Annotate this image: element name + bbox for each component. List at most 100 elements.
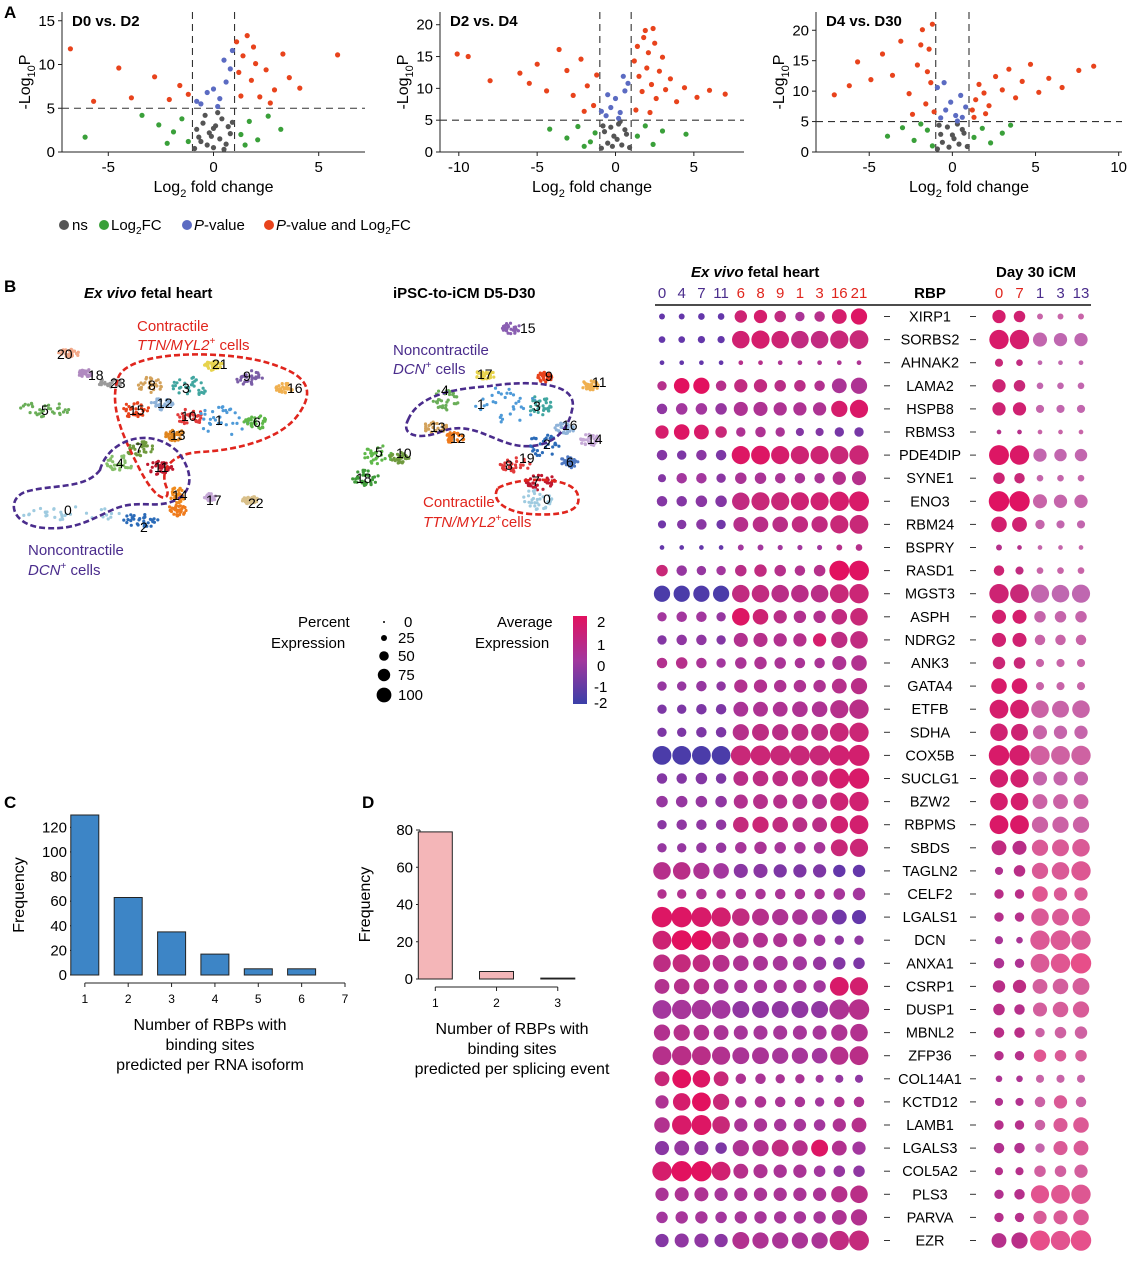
umap-cell [242,420,246,424]
umap-cell [404,454,408,458]
dotplot-dot [659,360,665,366]
umap-cell [527,500,531,504]
volcano-point [600,123,606,129]
umap-cell [250,375,254,379]
dotplot-dot [1077,567,1085,574]
dotplot-dot [675,657,688,669]
umap-cell [445,400,449,404]
volcano-point [240,53,246,59]
dotplot-dot [734,1211,748,1224]
dotplot-dot [716,681,726,691]
dotplot-dot [695,403,708,415]
volcano-point [584,83,590,89]
umap-cell [146,406,150,410]
dotplot-dot [777,360,783,366]
umap-cell [141,413,145,417]
umap-cell [277,384,281,388]
dotplot-dot [692,954,711,973]
umap-cell [142,408,146,412]
volcano-point [653,95,659,102]
umap-cell [560,457,564,461]
umap-cell [201,386,205,390]
x-tick-label: 4 [212,992,219,1006]
dotplot-dot [713,863,729,879]
dotplot-dot [1012,632,1027,647]
dotplot-dot [1071,745,1091,766]
dotplot-dot [817,544,823,551]
dotplot-dot [1014,1212,1025,1223]
umap-cell [536,407,540,411]
x-tick-label: -10 [448,159,470,176]
dotplot-dot [791,1232,809,1249]
umap-cell [565,428,569,432]
umap-cell [555,423,559,427]
dotplot-dot [774,842,786,854]
dotplot-dot [678,313,685,320]
umap-cell [218,361,222,366]
umap-cell [364,483,368,487]
volcano-point [909,111,916,117]
dotplot-dot [773,1211,787,1224]
x-tick-label: 2 [125,992,132,1006]
dotplot-row-label: ETFB [911,702,948,718]
dotplot-dot [771,1139,789,1157]
volcano-point [976,81,982,87]
dotplot-dot [834,935,844,945]
cluster-label: 2 [140,519,148,535]
dotplot-dot [1071,908,1091,927]
umap-cell [528,409,533,413]
umap-cell [591,388,595,392]
umap-cell [183,505,187,510]
umap-cell [363,480,367,484]
umap-cell [127,412,131,416]
dotplot-dot [735,1096,747,1108]
umap-cell [500,417,505,421]
dotplot-dot [774,888,786,900]
volcano-point [633,107,639,113]
dotplot-dot [993,565,1005,576]
umap-cell [248,497,252,501]
dotplot-dot [829,722,849,742]
dotplot-dot [694,1141,709,1156]
umap-cell [366,469,370,473]
dotplot-dot [696,634,707,646]
dotplot-dot [677,450,687,460]
umap-cell [173,486,177,490]
y-tick-label: 80 [396,822,413,839]
volcano-point [223,79,229,85]
umap-cell [216,422,220,426]
dotplot-dot [1071,861,1091,881]
dotplot-dot [773,864,787,878]
dotplot-dot [1072,700,1090,718]
dotplot-dot [695,772,708,785]
cluster-label: 18 [356,470,372,486]
dotplot-dot [752,816,769,833]
dotplot-dot [753,632,768,647]
dotplot-dot [752,908,769,926]
dotplot-dot [854,427,864,437]
dotplot-row-label: ENO3 [910,494,950,510]
dotplot-row-label: MBNL2 [906,1026,954,1042]
dotplot-dot [989,584,1009,604]
umap-cell [176,433,180,437]
dotplot-dot [696,727,707,738]
dotplot-dot [993,958,1005,969]
dotplot-dot [831,378,847,394]
umap-cell [34,411,38,415]
umap-cell [541,376,546,380]
umap-cell [594,440,598,444]
dotplot-dot [734,979,748,994]
dotplot-dot [1053,1117,1068,1133]
dotplot-dot [1054,448,1067,462]
dotplot-dot [793,1118,807,1132]
umap-cell [148,376,152,380]
umap-cell [127,414,131,419]
umap-cell [75,352,79,356]
volcano-point [219,116,225,122]
dotplot-dot [678,336,686,343]
dotplot-dot [752,1047,769,1065]
umap-cell [542,506,546,511]
umap-cell [429,430,434,434]
dotplot-dot [813,564,826,577]
cluster-label: 10 [396,445,412,461]
